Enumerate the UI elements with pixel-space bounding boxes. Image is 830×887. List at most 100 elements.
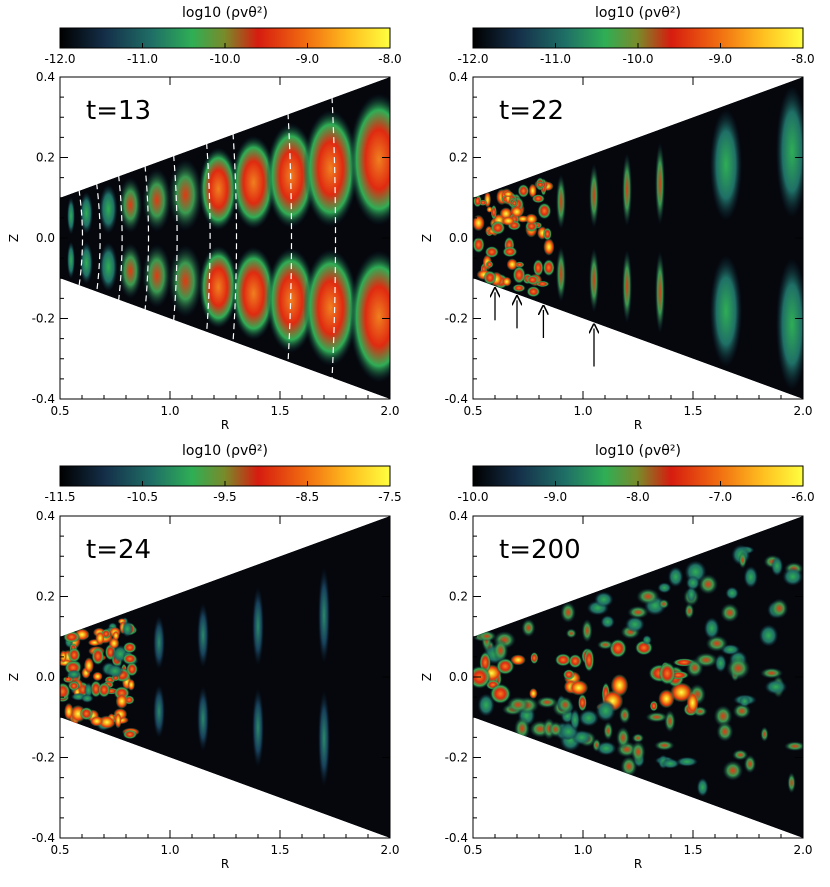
x-axis-label: R [221, 418, 229, 432]
heatmap-cell [655, 142, 665, 225]
x-tick-label: 2.0 [793, 404, 812, 418]
heatmap-cell [670, 682, 693, 703]
colorbar-tick-label: -7.5 [378, 490, 401, 504]
colorbar-tick-label: -11.5 [44, 490, 75, 504]
dashed-front [118, 175, 123, 301]
heatmap-cell [105, 663, 124, 679]
y-tick-label: -0.4 [32, 392, 55, 406]
heatmap-cell [478, 199, 488, 206]
heatmap-cell [686, 586, 697, 603]
heatmap-cell [787, 772, 796, 794]
heatmap-cell [477, 630, 497, 642]
heatmap-cell [528, 183, 537, 198]
colorbar-tick-label: -10.0 [209, 52, 240, 66]
heatmap-cell [496, 658, 515, 675]
heatmap-cell [589, 163, 599, 228]
heatmap-cell [95, 630, 105, 646]
colorbar-tick-label: -11.0 [127, 52, 158, 66]
heatmap-cell [473, 214, 485, 232]
heatmap-cell [510, 654, 526, 666]
heatmap-cell [477, 693, 495, 717]
colorbar-tick-label: -12.0 [44, 52, 75, 66]
y-tick-label: 0.2 [449, 151, 468, 165]
y-tick-label: -0.4 [445, 831, 468, 845]
heatmap-cell [636, 588, 660, 605]
time-label: t=200 [499, 535, 581, 565]
x-tick-label: 1.0 [573, 404, 592, 418]
heatmap-cell [122, 729, 138, 740]
dashed-front [173, 155, 178, 321]
heatmap-cell [490, 204, 497, 220]
heatmap-cell [231, 135, 276, 230]
y-tick-label: -0.2 [445, 312, 468, 326]
heatmap-cell [525, 274, 540, 285]
heatmap-cell [667, 566, 684, 588]
heatmap-cell [577, 693, 587, 712]
heatmap-cell [490, 220, 506, 235]
heatmap-cell [694, 652, 718, 668]
time-label: t=13 [86, 96, 151, 126]
heatmap-cell [168, 244, 203, 318]
heatmap-cell [710, 109, 742, 221]
heatmap-cell [642, 635, 652, 645]
time-label: t=24 [86, 535, 151, 565]
heatmap-cell [303, 249, 358, 367]
heatmap-cell [732, 749, 749, 761]
heatmap-cell [649, 700, 658, 712]
heatmap-cell [501, 276, 512, 287]
heatmap-cell [64, 702, 74, 721]
heatmap-cell [600, 615, 615, 629]
x-tick-label: 1.5 [270, 843, 289, 857]
heatmap-field [60, 516, 390, 838]
heatmap-cell [67, 241, 75, 279]
heatmap-cell [68, 681, 80, 691]
heatmap-cell [732, 703, 751, 719]
heatmap-cell [92, 671, 103, 682]
dashed-front [331, 97, 337, 379]
heatmap-cell [684, 602, 695, 620]
heatmap-cell [776, 85, 803, 218]
heatmap-cell [618, 706, 631, 725]
heatmap-cell [115, 693, 128, 709]
heatmap-cell [122, 653, 138, 665]
heatmap-cell [713, 705, 733, 728]
heatmap-cell [127, 678, 135, 691]
heatmap-cell [349, 93, 390, 226]
x-axis-label: R [221, 857, 229, 871]
colorbar-tick-label: -9.0 [544, 490, 567, 504]
heatmap-field [473, 516, 803, 838]
heatmap-cell [557, 696, 573, 714]
heatmap-cell [521, 618, 536, 638]
y-tick-label: 0.0 [449, 670, 468, 684]
heatmap-cell [492, 638, 509, 663]
heatmap-cell [685, 575, 700, 591]
heatmap-cell [661, 758, 680, 769]
heatmap-cell [542, 227, 552, 241]
heatmap-cell [506, 696, 530, 714]
heatmap-cell [595, 699, 616, 722]
colorbar-label: log10 (ρvθ²) [595, 5, 681, 21]
x-tick-label: 1.5 [270, 404, 289, 418]
heatmap-cell [568, 654, 582, 669]
x-tick-label: 1.0 [160, 843, 179, 857]
heatmap-cell [627, 605, 649, 619]
heatmap-cell [114, 712, 122, 729]
heatmap-cell [726, 656, 751, 680]
heatmap-field [60, 77, 390, 399]
heatmap-cell [126, 662, 138, 677]
heatmap-cell [782, 567, 803, 586]
heatmap-cell [597, 639, 614, 650]
heatmap-cell [532, 259, 544, 277]
heatmap-cell [473, 236, 485, 254]
y-tick-label: -0.2 [32, 312, 55, 326]
colorbar-tick-label: -9.0 [296, 52, 319, 66]
heatmap-cell [510, 199, 518, 208]
heatmap-cell [609, 638, 627, 658]
x-tick-label: 0.5 [463, 843, 482, 857]
heatmap-cell [594, 591, 614, 608]
heatmap-cell [725, 586, 739, 600]
colorbar-label: log10 (ρvθ²) [182, 443, 268, 459]
panel-4: log10 (ρvθ²) -10.0 -9.0 -8.0 -7.0 -6.0 0.5 1.0 1… [420, 443, 815, 871]
heatmap-cell [485, 260, 494, 269]
